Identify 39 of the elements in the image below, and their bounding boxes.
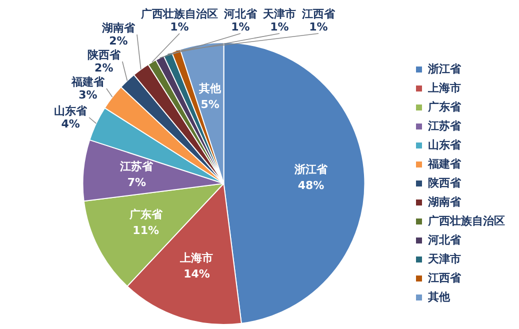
data-label: 14% bbox=[184, 268, 210, 280]
data-label: 1% bbox=[170, 20, 189, 34]
slice-label: 福建省 bbox=[70, 75, 106, 88]
slice-label: 江西省 bbox=[300, 7, 336, 20]
data-label: 5% bbox=[200, 98, 220, 112]
slice-label: 河北省 bbox=[222, 7, 258, 20]
data-label: 2% bbox=[109, 34, 128, 48]
data-label: 3% bbox=[78, 88, 98, 102]
slice-label: 江苏省 bbox=[119, 160, 154, 174]
data-label: 11% bbox=[132, 224, 160, 238]
legend-label: 山东省 bbox=[428, 138, 462, 152]
slice-label: 其他 bbox=[198, 82, 222, 96]
legend-label: 江苏省 bbox=[427, 119, 462, 132]
slice-label: 天津市 bbox=[262, 7, 296, 20]
legend-label: 天津市 bbox=[427, 252, 461, 266]
slice-label: 陕西省 bbox=[87, 48, 122, 62]
data-label: 2% bbox=[94, 61, 114, 74]
slice-label: 浙江省 bbox=[293, 162, 328, 176]
legend-label: 广西壮族自治区 bbox=[427, 214, 505, 228]
legend-label: 江西省 bbox=[427, 271, 462, 284]
legend-label: 陕西省 bbox=[428, 176, 462, 190]
data-label: 1% bbox=[270, 20, 289, 34]
slice-label: 山东省 bbox=[54, 104, 88, 118]
slice-label: 广西壮族自治区 bbox=[140, 7, 218, 20]
data-label: 7% bbox=[127, 176, 146, 190]
slice-label: 湖南省 bbox=[100, 21, 136, 34]
slice-label: 上海市 bbox=[179, 252, 214, 264]
legend-label: 广东省 bbox=[427, 100, 462, 114]
data-label: 4% bbox=[61, 117, 80, 130]
legend-label: 浙江省 bbox=[427, 62, 462, 76]
data-label: 1% bbox=[231, 20, 250, 34]
legend-label: 河北省 bbox=[427, 233, 462, 246]
legend-label: 其他 bbox=[427, 290, 451, 304]
data-label: 1% bbox=[309, 20, 328, 34]
legend-label: 湖南省 bbox=[427, 195, 462, 208]
data-label: 48% bbox=[298, 178, 324, 192]
legend-label: 上海市 bbox=[427, 81, 461, 94]
slice-label: 广东省 bbox=[128, 208, 164, 222]
legend-label: 福建省 bbox=[427, 157, 462, 170]
